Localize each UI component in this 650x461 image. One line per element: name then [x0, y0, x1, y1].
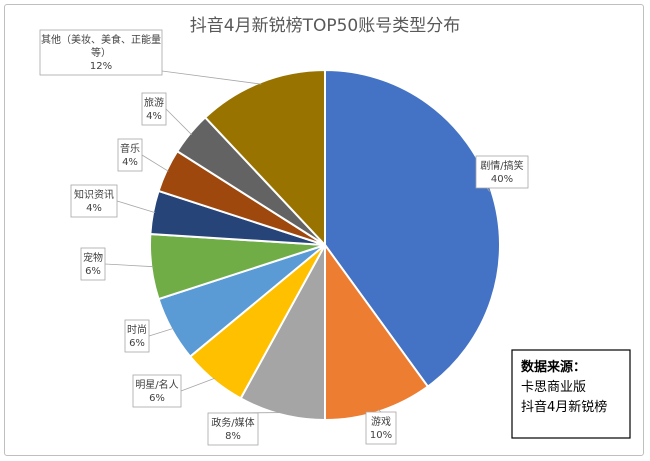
slice-label-value-9: 12%: [90, 61, 112, 72]
slice-label-7: 音乐 4%: [117, 138, 169, 172]
slice-label-box-4: [124, 319, 150, 353]
slice-label-box-0: [475, 155, 529, 189]
slice-label-name-3: 明星/名人: [135, 378, 178, 391]
slice-label-name-8: 旅游: [144, 96, 164, 109]
slice-label-name-1: 游戏: [371, 415, 391, 428]
slice-label-box-3: [132, 374, 182, 408]
slice-label-value-1: 10%: [370, 430, 392, 441]
slice-label-box-6: [70, 184, 118, 218]
slice-label-box-5: [80, 247, 106, 281]
slice-label-value-8: 4%: [146, 111, 162, 122]
slice-label-name-2: 政务/媒体: [211, 416, 254, 429]
slice-leader-line-1: [378, 409, 382, 413]
slice-label-0: 剧情/搞笑 40%: [475, 155, 529, 192]
slice-label-box-8: [141, 92, 167, 126]
data-source-line-1: 卡思商业版: [521, 380, 586, 395]
slice-label-name-9-1: 等）: [91, 46, 111, 59]
slice-label-value-7: 4%: [122, 157, 138, 168]
slice-label-8: 旅游 4%: [141, 92, 192, 136]
slice-label-box-1: [365, 411, 397, 445]
pie-slice-1: [324, 241, 430, 422]
data-source-box: [511, 349, 631, 439]
slice-label-name-5: 宠物: [83, 251, 103, 264]
slice-label-box-2: [207, 412, 259, 446]
slice-label-value-2: 8%: [225, 431, 241, 442]
slice-label-value-3: 6%: [149, 393, 165, 404]
slice-label-value-4: 6%: [129, 338, 145, 349]
slice-label-value-6: 4%: [86, 203, 102, 214]
slice-label-value-0: 40%: [491, 174, 513, 185]
slice-leader-line-6: [116, 200, 156, 213]
slice-label-2: 政务/媒体 8%: [207, 412, 282, 446]
slice-label-name-4: 时尚: [127, 323, 147, 336]
slice-label-value-5: 6%: [85, 266, 101, 277]
slice-leader-line-5: [104, 263, 154, 268]
slice-leader-line-4: [148, 327, 174, 337]
slice-label-box-7: [117, 138, 143, 172]
pie-slice-9: [203, 68, 326, 248]
slice-labels: 剧情/搞笑 40% 游戏 10% 政务/媒体 8% 明星/名人 6% 时尚 6% 宠物 6% 知识资讯 4…: [39, 29, 529, 446]
chart-title: 抖音4月新锐榜TOP50账号类型分布: [190, 16, 460, 36]
slice-leader-line-8: [165, 108, 192, 136]
pie-slice-0: [324, 68, 501, 388]
slice-label-name-9-0: 其他（美妆、美食、正能量: [41, 33, 161, 46]
slice-label-1: 游戏 10%: [365, 409, 397, 445]
slice-label-box-9: [39, 29, 163, 76]
slice-label-6: 知识资讯 4%: [70, 184, 156, 218]
slice-leader-line-3: [180, 377, 215, 392]
data-source-line-2: 抖音4月新锐榜: [521, 399, 607, 415]
slice-leader-line-9: [161, 70, 262, 85]
data-source-note: 数据来源： 卡思商业版 抖音4月新锐榜: [511, 349, 631, 439]
slice-leader-line-7: [141, 154, 169, 172]
slice-label-name-7: 音乐: [120, 142, 140, 155]
slice-label-name-0: 剧情/搞笑: [480, 159, 523, 172]
slice-label-5: 宠物 6%: [80, 247, 154, 281]
slice-label-4: 时尚 6%: [124, 319, 174, 353]
data-source-title: 数据来源：: [521, 359, 586, 375]
pie-slices: [149, 68, 501, 422]
slice-label-3: 明星/名人 6%: [132, 374, 215, 408]
slice-label-name-6: 知识资讯: [74, 188, 114, 201]
